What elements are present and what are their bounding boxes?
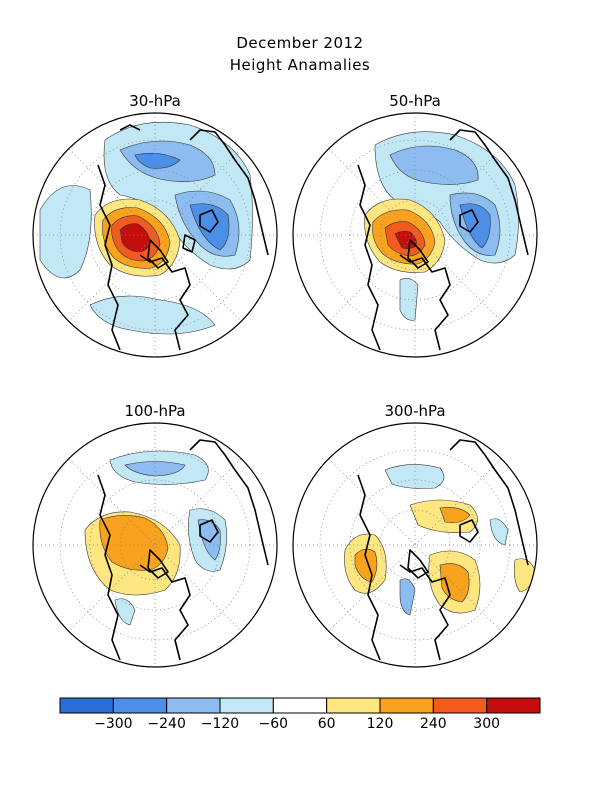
- colorbar-swatch: [166, 697, 221, 714]
- map-panel-50hpa: [292, 112, 538, 358]
- panel-label-100hpa: 100-hPa: [124, 402, 186, 420]
- map-panel-30hpa: [32, 112, 278, 358]
- colorbar-swatch: [379, 697, 434, 714]
- colorbar-swatch: [432, 697, 488, 714]
- chart-subtitle: Height Anamalies: [229, 56, 371, 74]
- panel-label-50hpa: 50-hPa: [389, 92, 441, 110]
- chart-title: December 2012: [236, 34, 364, 52]
- map-panel-100hpa: [32, 422, 278, 668]
- colorbar-swatch: [219, 697, 274, 714]
- colorbar-tick-label: −240: [147, 716, 186, 732]
- colorbar-tick-label: 240: [419, 716, 447, 732]
- colorbar-tick-label: −300: [94, 716, 133, 732]
- colorbar-swatch: [112, 697, 168, 714]
- map-panel-300hpa: [292, 422, 538, 668]
- colorbar-swatch: [59, 697, 114, 714]
- colorbar-swatch: [486, 697, 541, 714]
- colorbar-tick-label: 60: [317, 716, 336, 732]
- colorbar-tick-label: −120: [200, 716, 240, 732]
- colorbar-swatch: [326, 697, 381, 714]
- panel-label-300hpa: 300-hPa: [384, 402, 446, 420]
- colorbar-tick-label: −60: [258, 716, 289, 732]
- colorbar-swatch: [272, 697, 328, 714]
- colorbar-tick-label: 120: [366, 716, 394, 732]
- colorbar-tick-label: 300: [473, 716, 501, 732]
- panel-label-30hpa: 30-hPa: [129, 92, 181, 110]
